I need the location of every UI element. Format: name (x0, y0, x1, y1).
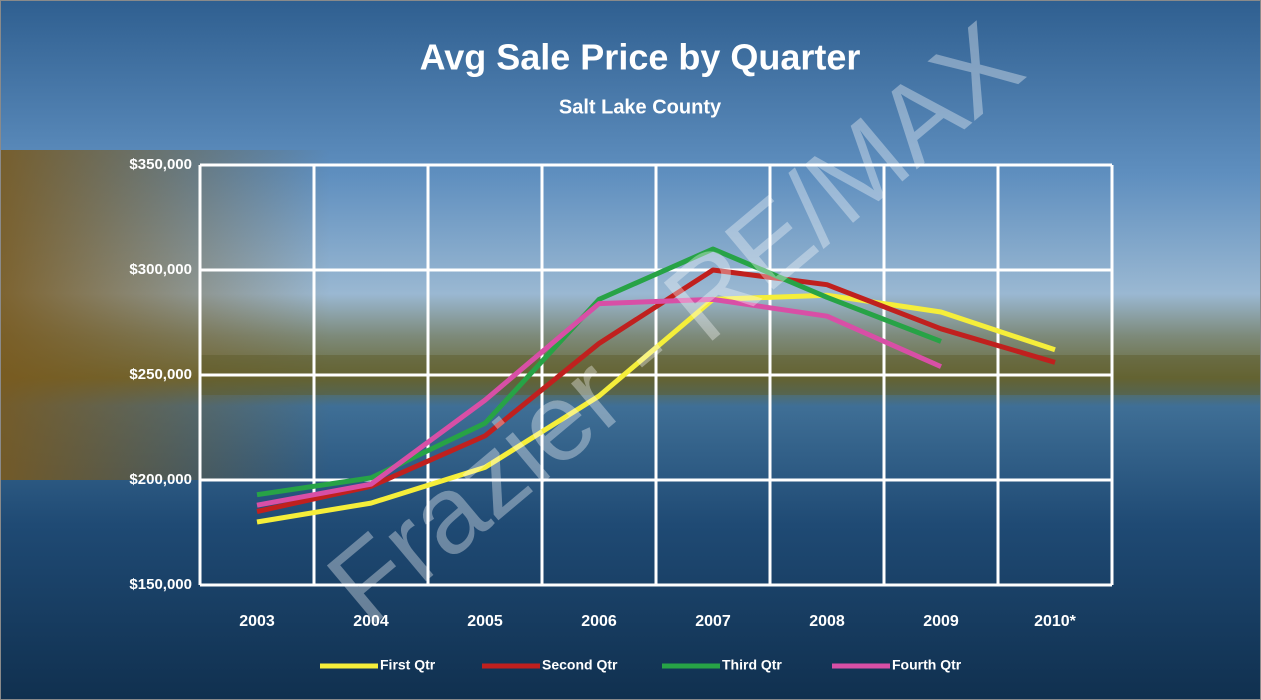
legend-label: Third Qtr (722, 657, 782, 673)
y-tick-label: $150,000 (129, 576, 192, 593)
x-tick-label: 2010* (1034, 613, 1077, 630)
chart-subtitle: Salt Lake County (559, 96, 722, 118)
x-tick-label: 2008 (809, 613, 845, 630)
y-tick-label: $250,000 (129, 366, 192, 383)
page: Avg Sale Price by Quarter Salt Lake Coun… (0, 0, 1261, 700)
chart-title: Avg Sale Price by Quarter (420, 37, 861, 78)
legend-label: Fourth Qtr (892, 657, 962, 673)
legend-label: Second Qtr (542, 657, 618, 673)
x-tick-label: 2009 (923, 613, 959, 630)
x-tick-label: 2006 (581, 613, 617, 630)
chart: Avg Sale Price by Quarter Salt Lake Coun… (0, 0, 1261, 700)
shore (0, 150, 330, 480)
y-tick-label: $200,000 (129, 471, 192, 488)
x-tick-label: 2005 (467, 613, 503, 630)
y-tick-label: $350,000 (129, 156, 192, 173)
legend-label: First Qtr (380, 657, 436, 673)
x-tick-label: 2007 (695, 613, 731, 630)
x-tick-label: 2003 (239, 613, 275, 630)
y-tick-label: $300,000 (129, 261, 192, 278)
